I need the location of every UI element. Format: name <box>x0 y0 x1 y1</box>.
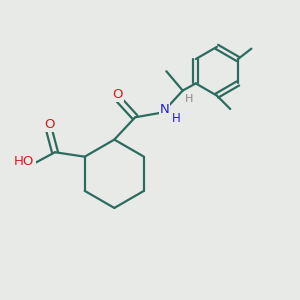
Text: N: N <box>160 103 170 116</box>
Text: HO: HO <box>14 154 34 168</box>
Text: O: O <box>112 88 123 101</box>
Text: H: H <box>184 94 193 104</box>
Text: H: H <box>172 112 180 125</box>
Text: O: O <box>44 118 54 131</box>
